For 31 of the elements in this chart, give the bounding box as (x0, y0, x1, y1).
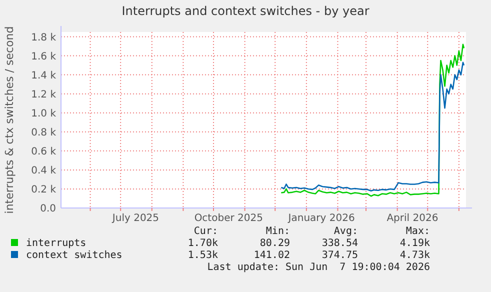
text: Avg: (334, 226, 358, 237)
x-tick-label: April 2026 (386, 213, 438, 224)
y-tick-label: 0.2 k (31, 184, 56, 196)
y-tick-label: 1.4 k (31, 70, 56, 82)
x-tick-label: July 2025 (111, 213, 160, 224)
y-tick-label: 0.6 k (31, 146, 56, 158)
chart-title: Interrupts and context switches - by year (122, 4, 370, 18)
text: Last update: Sun Jun 7 19:00:04 2026 (207, 262, 430, 273)
x-tick-label: January 2026 (287, 213, 355, 224)
y-tick-label: 1.6 k (31, 51, 56, 62)
y-tick-label: 1.0 k (31, 108, 56, 120)
legend-label: interrupts (26, 238, 86, 249)
text: 374.75 (322, 250, 358, 261)
text: Cur: (194, 226, 218, 237)
text: 1.53k (188, 250, 218, 261)
y-tick-label: 0.4 k (31, 165, 56, 176)
y-axis-title: interrupts & ctx switches / second (3, 26, 16, 214)
text: Max: (406, 226, 430, 237)
x-tick-label: October 2025 (194, 213, 263, 224)
y-tick-label: 1.2 k (31, 89, 56, 100)
text: 4.73k (400, 250, 430, 261)
y-tick-label: 1.8 k (31, 32, 56, 44)
text: 338.54 (322, 238, 358, 249)
text: Min: (266, 226, 290, 237)
text: 4.19k (400, 238, 430, 249)
text: 141.02 (254, 250, 290, 261)
text: 1.70k (188, 238, 218, 249)
y-tick-label: 0.0 (40, 204, 56, 214)
text: 80.29 (260, 238, 290, 249)
y-tick-label: 0.8 k (31, 127, 56, 138)
legend-label: context switches (26, 250, 122, 261)
